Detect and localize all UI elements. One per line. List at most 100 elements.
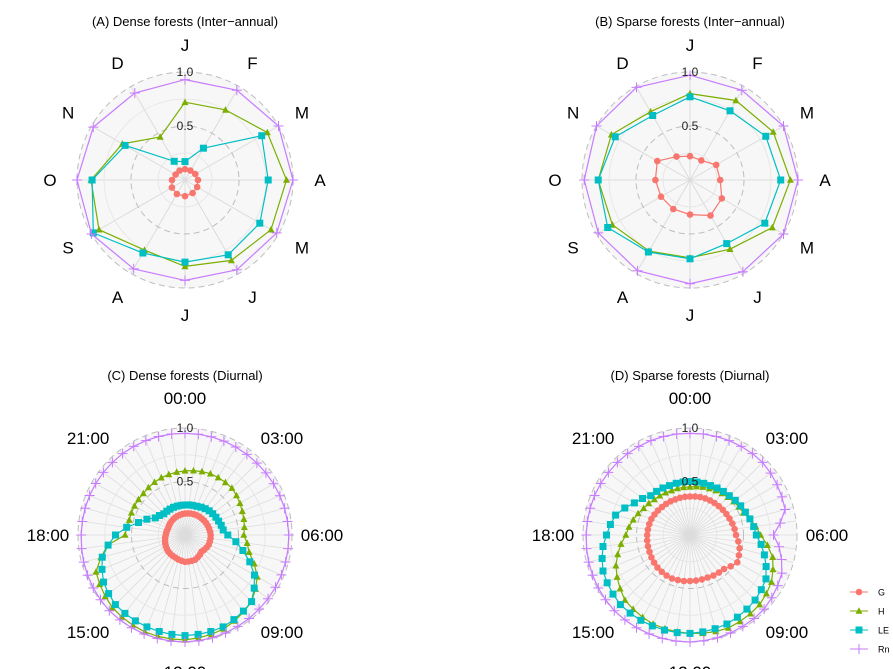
data-point-rn [88, 122, 99, 133]
data-point-h [181, 98, 189, 106]
category-label: S [62, 239, 73, 258]
data-point-le [609, 590, 617, 598]
series-rn [581, 428, 791, 647]
data-point-le [173, 502, 181, 510]
data-point-le [713, 484, 721, 492]
data-point-rn [768, 530, 779, 540]
data-point-rn [711, 431, 722, 442]
data-point-rn [276, 569, 287, 580]
data-point-rn [207, 632, 218, 643]
legend-label: Rn [878, 645, 890, 655]
data-point-rn [76, 530, 87, 540]
data-point-h [206, 469, 214, 477]
panel-title: (A) Dense forests (Inter−annual) [92, 14, 278, 29]
grid-spoke [184, 428, 200, 536]
category-label: 21:00 [67, 429, 110, 448]
data-point-rn [282, 516, 293, 527]
data-point-rn [241, 449, 252, 460]
data-point-le [250, 584, 258, 592]
data-point-rn [95, 594, 106, 605]
data-point-h [645, 499, 653, 507]
category-label: 00:00 [669, 389, 712, 408]
data-point-h [121, 531, 129, 538]
data-point-le [594, 176, 602, 184]
category-label: O [548, 171, 561, 190]
data-point-rn [776, 568, 787, 579]
data-point-g [680, 577, 688, 585]
data-point-le [185, 501, 193, 509]
data-point-le [611, 133, 619, 141]
data-point-g [181, 165, 189, 173]
data-point-rn [220, 627, 231, 638]
data-point-rn [152, 633, 163, 644]
data-point-le [89, 229, 97, 237]
grid-spoke [590, 534, 691, 577]
data-point-g [646, 548, 653, 556]
data-point-g [676, 494, 684, 502]
data-point-le [98, 553, 106, 561]
data-point-rn [98, 467, 109, 478]
data-point-g [644, 526, 652, 533]
series-rn [579, 70, 803, 289]
data-point-le [621, 504, 629, 512]
data-point-h [92, 568, 100, 575]
data-point-g [698, 576, 706, 583]
legend-entry-le: LE [850, 626, 889, 636]
data-point-h [238, 507, 246, 515]
data-point-rn [759, 604, 770, 615]
category-label: N [62, 104, 74, 123]
data-point-h [769, 565, 777, 573]
legend-key-marker [855, 588, 863, 596]
data-point-rn [107, 457, 118, 468]
data-point-h [769, 128, 777, 135]
data-point-g [657, 193, 665, 200]
data-point-rn [766, 592, 777, 603]
grid-spoke [689, 534, 719, 639]
radial-tick-label: 0.5 [682, 475, 699, 489]
data-point-rn [712, 632, 723, 643]
data-point-g [698, 157, 705, 164]
data-point-le [751, 596, 759, 604]
data-point-le [170, 503, 177, 511]
data-point-rn [283, 530, 294, 540]
data-point-le [156, 512, 163, 519]
data-point-rn [776, 554, 787, 565]
grid-ring [635, 125, 745, 235]
data-point-le [224, 531, 232, 539]
data-point-h [214, 473, 222, 481]
data-point-h [227, 256, 235, 264]
data-point-le [151, 514, 159, 522]
category-label: 09:00 [766, 623, 809, 642]
grid-ring-minor [662, 507, 718, 563]
data-point-h [228, 484, 236, 491]
data-point-rn [772, 479, 783, 490]
data-point-le [750, 523, 758, 531]
category-label: A [617, 288, 629, 307]
grid-spoke [184, 534, 214, 639]
radial-tick-label: 0.5 [177, 119, 194, 133]
data-point-g [712, 161, 720, 169]
data-point-h [680, 483, 688, 491]
data-point-le [760, 551, 768, 559]
data-point-le [212, 513, 220, 521]
category-label: M [800, 239, 814, 258]
data-point-rn [166, 636, 176, 647]
panel-d: (D) Sparse forests (Diurnal) 00:00 03:00 06… [532, 368, 849, 669]
data-point-g [736, 545, 743, 552]
data-point-g [176, 167, 183, 174]
legend-label: H [878, 607, 885, 617]
data-point-rn [232, 621, 243, 632]
data-point-le [181, 158, 189, 166]
data-point-le [201, 505, 209, 513]
data-point-g [735, 538, 742, 545]
data-point-rn [288, 175, 298, 185]
data-point-le [707, 482, 714, 490]
data-point-h [127, 509, 135, 516]
data-point-g [704, 574, 711, 581]
category-label: 12:00 [164, 663, 207, 669]
grid-spoke [624, 534, 691, 621]
panel-title: (B) Sparse forests (Inter−annual) [595, 14, 785, 29]
data-point-rn [793, 175, 803, 185]
data-point-le [224, 251, 232, 259]
data-point-rn [776, 491, 787, 502]
